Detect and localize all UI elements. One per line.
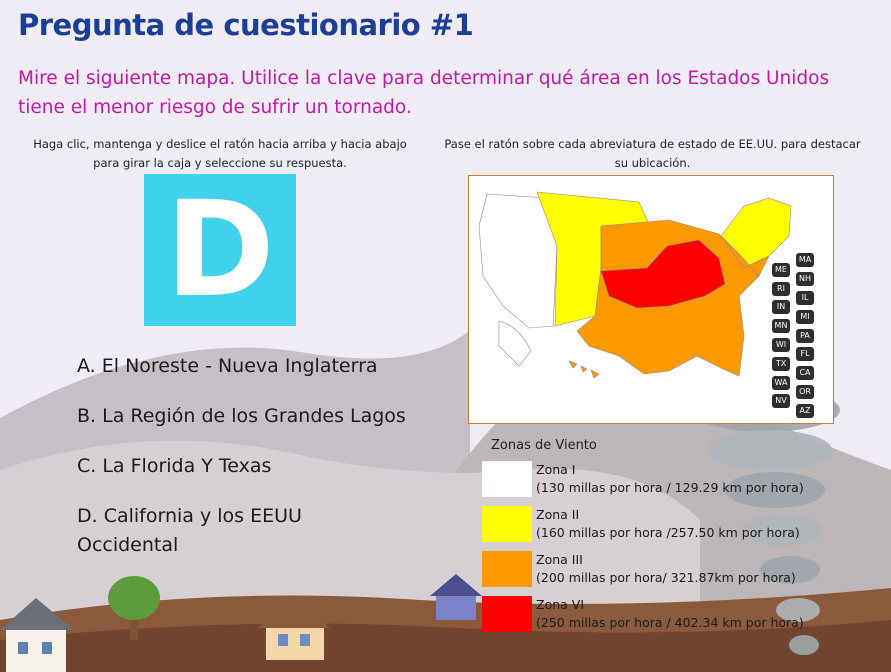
state-button-ca[interactable]: CA: [796, 366, 814, 380]
legend-item-zone-4: Zona VI (250 millas por hora / 402.34 km…: [482, 596, 852, 636]
legend-label: Zona I (130 millas por hora / 129.29 km …: [536, 461, 804, 497]
zone-iii-midatlantic: [720, 235, 770, 277]
house-illustration: [258, 596, 330, 660]
legend-zone-speed: (160 millas por hora /257.50 km por hora…: [536, 525, 800, 540]
state-button-nh[interactable]: NH: [796, 272, 814, 286]
state-button-az[interactable]: AZ: [796, 404, 814, 418]
legend-swatch: [482, 506, 532, 542]
state-button-wi[interactable]: WI: [772, 338, 790, 352]
legend-zone-speed: (250 millas por hora / 402.34 km por hor…: [536, 615, 804, 630]
us-wind-zone-map: [468, 175, 834, 424]
legend-title: Zonas de Viento: [491, 438, 597, 453]
legend-zone-name: Zona VI: [536, 597, 585, 612]
legend-item-zone-1: Zona I (130 millas por hora / 129.29 km …: [482, 461, 852, 501]
legend-zone-speed: (200 millas por hora/ 321.87km por hora): [536, 570, 796, 585]
state-button-il[interactable]: IL: [796, 291, 814, 305]
answer-instructions: Haga clic, mantenga y deslice el ratón h…: [33, 137, 407, 170]
selected-answer-letter: D: [165, 173, 275, 327]
legend-label: Zona II (160 millas por hora /257.50 km …: [536, 506, 800, 542]
option-a: A. El Noreste - Nueva Inglaterra: [77, 355, 378, 377]
quiz-title: Pregunta de cuestionario #1: [18, 8, 474, 42]
us-map-graphic: [478, 191, 792, 379]
state-button-wa[interactable]: WA: [772, 376, 790, 390]
alaska: [498, 320, 532, 367]
option-d: D. California y los EEUU Occidental: [77, 505, 302, 556]
state-button-in[interactable]: IN: [772, 300, 790, 314]
state-button-ri[interactable]: RI: [772, 282, 790, 296]
legend-swatch: [482, 551, 532, 587]
legend-zone-name: Zona III: [536, 552, 583, 567]
state-button-mn[interactable]: MN: [772, 319, 790, 333]
house-illustration: [0, 598, 74, 672]
question-text: Mire el siguiente mapa. Utilice la clave…: [18, 68, 830, 118]
tree-illustration: [108, 576, 160, 640]
legend-item-zone-2: Zona II (160 millas por hora /257.50 km …: [482, 506, 852, 546]
state-button-or[interactable]: OR: [796, 385, 814, 399]
legend-swatch: [482, 461, 532, 497]
house-illustration: [430, 574, 482, 620]
legend-item-zone-3: Zona III (200 millas por hora/ 321.87km …: [482, 551, 852, 591]
legend-zone-name: Zona I: [536, 462, 576, 477]
answer-spinner-box[interactable]: D: [144, 174, 296, 326]
zone-vi-tornado-alley: [600, 239, 726, 309]
state-button-tx[interactable]: TX: [772, 357, 790, 371]
option-b: B. La Región de los Grandes Lagos: [77, 405, 406, 427]
state-button-me[interactable]: ME: [772, 263, 790, 277]
legend-swatch: [482, 596, 532, 632]
state-button-nv[interactable]: NV: [772, 394, 790, 408]
state-button-pa[interactable]: PA: [796, 329, 814, 343]
legend-label: Zona VI (250 millas por hora / 402.34 km…: [536, 596, 804, 632]
map-instructions: Pase el ratón sobre cada abreviatura de …: [444, 137, 861, 170]
legend-zone-name: Zona II: [536, 507, 580, 522]
state-button-ma[interactable]: MA: [796, 253, 814, 267]
hawaii: [568, 360, 600, 379]
legend-label: Zona III (200 millas por hora/ 321.87km …: [536, 551, 796, 587]
answer-options-list: A. El Noreste - Nueva Inglaterra B. La R…: [77, 352, 407, 581]
legend-zone-speed: (130 millas por hora / 129.29 km por hor…: [536, 480, 804, 495]
option-c: C. La Florida Y Texas: [77, 455, 272, 477]
state-button-mi[interactable]: MI: [796, 310, 814, 324]
state-button-fl[interactable]: FL: [796, 347, 814, 361]
